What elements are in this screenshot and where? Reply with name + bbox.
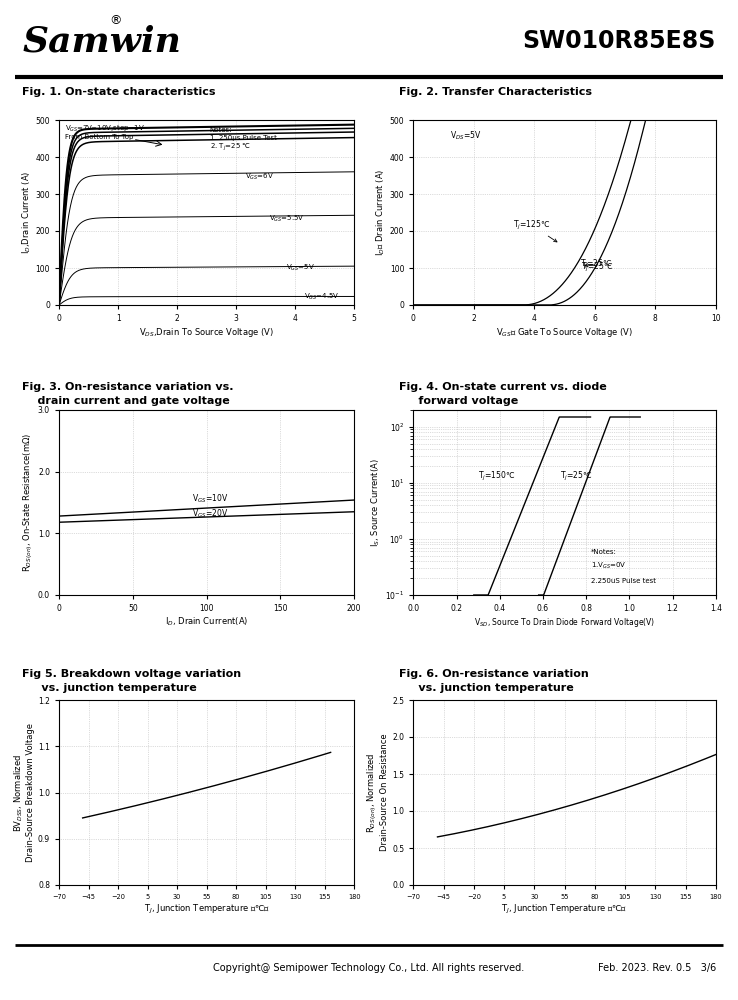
Y-axis label: R$_{DS(on)}$, On-State Resistance(mΩ): R$_{DS(on)}$, On-State Resistance(mΩ) (21, 433, 35, 572)
Text: Fig. 4. On-state current vs. diode: Fig. 4. On-state current vs. diode (399, 382, 607, 392)
Text: Fig. 6. On-resistance variation: Fig. 6. On-resistance variation (399, 669, 588, 679)
Y-axis label: I$_S$, Source Current(A): I$_S$, Source Current(A) (370, 458, 382, 547)
Text: vs. junction temperature: vs. junction temperature (22, 683, 197, 693)
Text: Fig. 1. On-state characteristics: Fig. 1. On-state characteristics (22, 87, 215, 97)
Text: Samwin: Samwin (22, 24, 181, 58)
Text: forward voltage: forward voltage (399, 396, 518, 406)
Text: V$_{GS}$=7V~10V,step=1V: V$_{GS}$=7V~10V,step=1V (65, 123, 145, 134)
Text: vs. junction temperature: vs. junction temperature (399, 683, 573, 693)
Text: Fig 5. Breakdown voltage variation: Fig 5. Breakdown voltage variation (22, 669, 241, 679)
Text: V$_{DS}$=5V: V$_{DS}$=5V (449, 130, 481, 142)
Text: V$_{GS}$=20V: V$_{GS}$=20V (192, 507, 228, 520)
Text: T$_j$=25℃: T$_j$=25℃ (580, 258, 613, 271)
Text: V$_{GS}$=10V: V$_{GS}$=10V (192, 492, 228, 505)
Y-axis label: I$_D$， Drain Current (A): I$_D$， Drain Current (A) (374, 169, 387, 256)
X-axis label: T$_J$, Junction Temperature （℃）: T$_J$, Junction Temperature （℃） (501, 903, 628, 916)
Text: *Notes:: *Notes: (590, 549, 616, 555)
Y-axis label: R$_{DS(on)}$, Normalized
Drain-Source On Resistance: R$_{DS(on)}$, Normalized Drain-Source On… (365, 734, 390, 851)
Text: drain current and gate voltage: drain current and gate voltage (22, 396, 230, 406)
Text: Fig. 2. Transfer Characteristics: Fig. 2. Transfer Characteristics (399, 87, 592, 97)
Text: V$_{GS}$=4.5V: V$_{GS}$=4.5V (304, 292, 339, 302)
Text: 2.250uS Pulse test: 2.250uS Pulse test (590, 578, 655, 584)
Text: V$_{GS}$=5.5V: V$_{GS}$=5.5V (269, 214, 304, 224)
Text: T$_j$=25℃: T$_j$=25℃ (582, 261, 614, 274)
Text: 2. T$_j$=25 ℃: 2. T$_j$=25 ℃ (210, 142, 251, 153)
Y-axis label: I$_D$,Drain Current (A): I$_D$,Drain Current (A) (20, 171, 32, 254)
Text: SW010R85E8S: SW010R85E8S (523, 29, 716, 53)
Text: Fig. 3. On-resistance variation vs.: Fig. 3. On-resistance variation vs. (22, 382, 234, 392)
Text: T$_j$=150℃: T$_j$=150℃ (478, 470, 516, 483)
Y-axis label: BV$_{DSS}$, Normalized
Drain-Source Breakdown Voltage: BV$_{DSS}$, Normalized Drain-Source Brea… (13, 723, 35, 862)
Text: Feb. 2023. Rev. 0.5   3/6: Feb. 2023. Rev. 0.5 3/6 (598, 963, 716, 973)
X-axis label: T$_J$, Junction Temperature （℃）: T$_J$, Junction Temperature （℃） (143, 903, 270, 916)
X-axis label: V$_{GS}$， Gate To Source Voltage (V): V$_{GS}$， Gate To Source Voltage (V) (496, 326, 633, 339)
Text: 1. 250μs Pulse Test: 1. 250μs Pulse Test (210, 135, 277, 141)
Text: 1.V$_{GS}$=0V: 1.V$_{GS}$=0V (590, 561, 627, 571)
Text: V$_{GS}$=6V: V$_{GS}$=6V (245, 171, 274, 182)
Text: V$_{GS}$=5V: V$_{GS}$=5V (286, 263, 315, 273)
X-axis label: V$_{DS}$,Drain To Source Voltage (V): V$_{DS}$,Drain To Source Voltage (V) (139, 326, 275, 339)
Text: Notes:: Notes: (210, 127, 232, 133)
Text: T$_j$=125℃: T$_j$=125℃ (513, 219, 557, 242)
Text: From Bottom To Top: From Bottom To Top (65, 134, 134, 140)
Text: T$_j$=25℃: T$_j$=25℃ (560, 470, 593, 483)
Text: Copyright@ Semipower Technology Co., Ltd. All rights reserved.: Copyright@ Semipower Technology Co., Ltd… (213, 963, 525, 973)
Text: ®: ® (109, 14, 122, 27)
X-axis label: I$_D$, Drain Current(A): I$_D$, Drain Current(A) (165, 616, 248, 628)
X-axis label: V$_{SD}$, Source To Drain Diode Forward Voltage(V): V$_{SD}$, Source To Drain Diode Forward … (474, 616, 655, 629)
